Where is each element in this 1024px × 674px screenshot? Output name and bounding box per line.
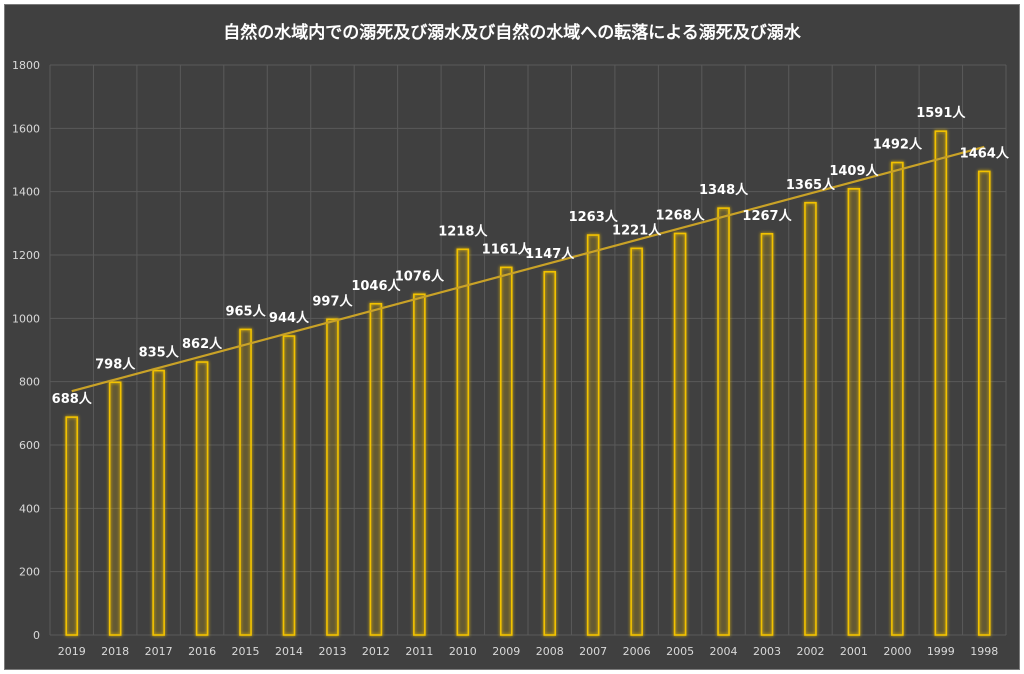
x-tick-label: 2019 — [58, 645, 86, 658]
bar-2010 — [456, 248, 470, 636]
data-label: 1268人 — [655, 207, 705, 223]
y-tick-label: 400 — [19, 502, 40, 515]
bar-2018 — [108, 381, 122, 636]
data-label: 688人 — [52, 391, 93, 407]
x-tick-label: 2003 — [753, 645, 781, 658]
bar-2019 — [65, 416, 79, 636]
trendline — [71, 145, 985, 393]
data-label: 1267人 — [742, 208, 792, 224]
y-tick-label: 200 — [19, 566, 40, 579]
x-tick-label: 2002 — [796, 645, 824, 658]
data-label: 1492人 — [873, 137, 923, 153]
bar-1998 — [977, 170, 991, 636]
x-tick-label: 2015 — [232, 645, 260, 658]
data-label: 944人 — [269, 310, 310, 326]
bar-2008 — [543, 270, 557, 636]
y-tick-label: 1000 — [12, 312, 40, 325]
x-tick-label: 1998 — [970, 645, 998, 658]
bar-2014 — [282, 335, 296, 636]
x-tick-label: 2018 — [101, 645, 129, 658]
y-tick-label: 0 — [33, 629, 40, 642]
bar-2012 — [369, 302, 383, 636]
data-label: 1365人 — [786, 177, 836, 193]
y-tick-label: 600 — [19, 439, 40, 452]
data-label: 1076人 — [395, 268, 445, 284]
y-tick-label: 1200 — [12, 249, 40, 262]
x-tick-label: 2010 — [449, 645, 477, 658]
bar-2002 — [804, 201, 817, 636]
data-label: 997人 — [312, 293, 353, 309]
data-label: 1464人 — [960, 145, 1010, 161]
data-label: 965人 — [225, 303, 266, 319]
x-tick-label: 2004 — [710, 645, 738, 658]
data-label: 1409人 — [829, 163, 879, 179]
bar-2013 — [326, 318, 339, 636]
x-tick-label: 2006 — [623, 645, 651, 658]
bar-1999 — [934, 130, 948, 636]
y-tick-label: 1800 — [12, 59, 40, 72]
bar-2003 — [760, 232, 774, 636]
bar-2009 — [499, 266, 513, 636]
bar-2007 — [586, 234, 600, 636]
bar-2005 — [673, 232, 687, 636]
x-tick-label: 2012 — [362, 645, 390, 658]
data-label: 1046人 — [351, 278, 401, 294]
x-tick-label: 2013 — [318, 645, 346, 658]
y-tick-label: 800 — [19, 376, 40, 389]
data-label: 798人 — [95, 356, 136, 372]
data-label: 1161人 — [482, 241, 532, 257]
x-tick-label: 2016 — [188, 645, 216, 658]
x-tick-label: 1999 — [927, 645, 955, 658]
y-tick-label: 1600 — [12, 122, 40, 135]
bar-2011 — [413, 293, 426, 636]
data-label: 1147人 — [525, 246, 575, 262]
chart-title: 自然の水域内での溺死及び溺水及び自然の水域への転落による溺死及び溺水 — [223, 23, 801, 43]
x-tick-label: 2007 — [579, 645, 607, 658]
x-tick-label: 2009 — [492, 645, 520, 658]
x-tick-label: 2014 — [275, 645, 303, 658]
data-label: 1263人 — [569, 209, 619, 225]
bar-2001 — [847, 188, 861, 636]
data-label: 1348人 — [699, 182, 749, 198]
bar-2006 — [630, 247, 643, 636]
x-tick-label: 2011 — [405, 645, 433, 658]
data-label: 1221人 — [612, 222, 662, 238]
bar-2004 — [717, 207, 730, 636]
bar-2016 — [195, 361, 209, 636]
bar-2000 — [891, 161, 904, 636]
x-tick-label: 2008 — [536, 645, 564, 658]
x-tick-label: 2000 — [883, 645, 911, 658]
data-label: 1218人 — [438, 223, 488, 239]
data-label: 1591人 — [916, 105, 966, 121]
bar-2015 — [239, 328, 252, 636]
data-label: 862人 — [182, 336, 223, 352]
y-tick-label: 1400 — [12, 186, 40, 199]
x-tick-label: 2001 — [840, 645, 868, 658]
x-tick-label: 2017 — [145, 645, 173, 658]
data-label: 835人 — [139, 345, 180, 361]
bar-2017 — [152, 369, 165, 636]
x-tick-label: 2005 — [666, 645, 694, 658]
